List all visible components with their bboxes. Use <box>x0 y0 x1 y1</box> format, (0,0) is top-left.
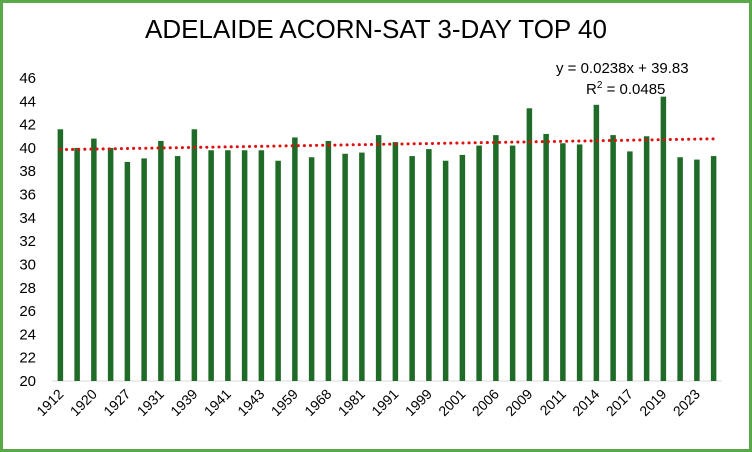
bar <box>275 160 281 381</box>
bar <box>57 129 64 381</box>
x-tick-label: 1912 <box>33 386 66 419</box>
y-tick-label: 28 <box>19 280 36 297</box>
y-tick-label: 42 <box>19 117 36 134</box>
trendline <box>58 137 716 152</box>
x-tick-label: 2019 <box>636 386 669 419</box>
bar <box>560 143 566 381</box>
bar <box>627 151 633 381</box>
x-tick-label: 1927 <box>100 386 133 419</box>
bar <box>74 147 80 381</box>
bar <box>610 135 616 381</box>
y-tick-label: 24 <box>19 326 36 343</box>
x-tick-label: 2023 <box>670 386 703 419</box>
trendline-equation: y = 0.0238x + 39.83 <box>556 60 689 77</box>
bar <box>409 156 415 381</box>
y-tick-label: 22 <box>19 350 36 367</box>
bar <box>493 135 499 381</box>
y-tick-label: 36 <box>19 187 36 204</box>
trendline-r-squared: R2 = 0.0485 <box>586 80 665 98</box>
bar <box>308 157 315 381</box>
bar <box>107 147 114 381</box>
x-tick-label: 1943 <box>234 386 267 419</box>
bar <box>158 140 164 381</box>
x-tick-label: 1991 <box>368 386 401 419</box>
y-tick-label: 34 <box>19 210 36 227</box>
x-tick-label: 1920 <box>67 386 100 419</box>
bar <box>124 161 131 381</box>
x-tick-label: 2014 <box>569 386 602 419</box>
x-tick-label: 2017 <box>603 386 636 419</box>
bar <box>208 150 214 381</box>
y-tick-label: 26 <box>19 303 36 320</box>
bar <box>258 150 265 381</box>
y-tick-label: 46 <box>19 70 36 87</box>
bar <box>359 152 365 381</box>
y-tick-label: 30 <box>19 256 36 273</box>
bar <box>426 149 432 381</box>
y-tick-label: 38 <box>19 163 36 180</box>
x-tick-label: 2006 <box>469 386 502 419</box>
bar <box>643 136 650 381</box>
bar <box>576 144 583 381</box>
x-tick-label: 1999 <box>402 386 435 419</box>
bar <box>476 145 482 381</box>
y-tick-label: 20 <box>19 373 36 390</box>
bar <box>91 138 97 381</box>
y-tick-label: 40 <box>19 140 36 157</box>
bar <box>392 142 399 381</box>
y-tick-label: 32 <box>19 233 36 250</box>
x-tick-label: 2011 <box>536 386 569 419</box>
bar <box>660 96 667 382</box>
r2-label: R <box>586 81 597 98</box>
bar <box>526 108 533 382</box>
bar <box>710 156 717 381</box>
bar <box>677 157 683 381</box>
bar <box>191 129 198 381</box>
x-tick-label: 2009 <box>502 386 535 419</box>
bar <box>543 133 549 381</box>
bar <box>509 145 516 381</box>
bar <box>593 104 600 382</box>
x-tick-label: 2001 <box>435 386 468 419</box>
bar <box>174 156 181 381</box>
x-tick-label: 1968 <box>301 386 334 419</box>
bar <box>459 154 466 381</box>
bar <box>225 150 231 381</box>
bar <box>241 150 248 381</box>
bar <box>325 140 332 381</box>
x-tick-label: 1941 <box>201 386 234 419</box>
bar <box>141 158 147 381</box>
bar <box>694 159 700 381</box>
bar <box>342 153 348 381</box>
r2-superscript: 2 <box>596 80 603 91</box>
bar <box>442 160 449 381</box>
x-tick-label: 1931 <box>134 386 167 419</box>
x-tick-label: 1959 <box>268 386 301 419</box>
x-tick-label: 1939 <box>167 386 200 419</box>
x-tick-label: 1981 <box>335 386 368 419</box>
r2-value: = 0.0485 <box>602 81 666 98</box>
chart-title: ADELAIDE ACORN-SAT 3-DAY TOP 40 <box>145 14 607 44</box>
bar <box>292 137 298 381</box>
y-tick-label: 44 <box>19 93 36 110</box>
bar <box>375 135 382 381</box>
